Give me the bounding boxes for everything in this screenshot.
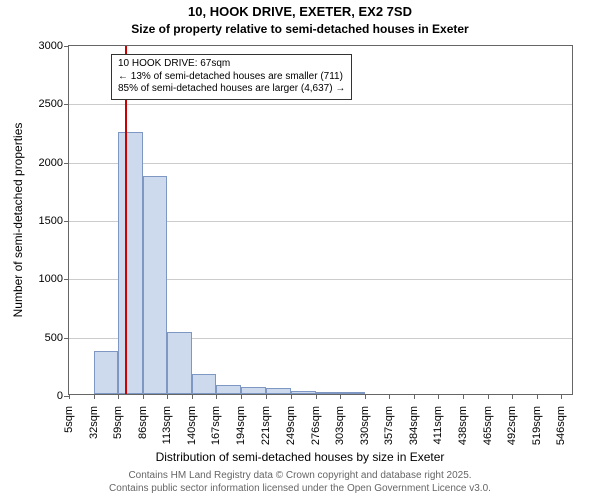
y-gridline: [69, 163, 572, 164]
x-tick-mark: [365, 394, 366, 399]
x-tick-mark: [414, 394, 415, 399]
histogram-bar: [241, 387, 266, 394]
histogram-bar: [316, 392, 341, 394]
chart-plot-area: 05001000150020002500300010 HOOK DRIVE: 6…: [68, 45, 573, 395]
x-tick-mark: [216, 394, 217, 399]
x-tick-label: 492sqm: [506, 406, 518, 445]
y-tick-mark: [64, 279, 69, 280]
x-tick-mark: [463, 394, 464, 399]
y-tick-mark: [64, 46, 69, 47]
histogram-bar: [340, 392, 365, 394]
x-tick-label: 59sqm: [112, 406, 124, 439]
x-tick-mark: [241, 394, 242, 399]
x-tick-label: 546sqm: [555, 406, 567, 445]
annotation-line: 10 HOOK DRIVE: 67sqm: [118, 58, 345, 71]
x-tick-label: 357sqm: [383, 406, 395, 445]
x-tick-label: 221sqm: [260, 406, 272, 445]
x-tick-mark: [69, 394, 70, 399]
x-tick-label: 465sqm: [482, 406, 494, 445]
histogram-bar: [118, 132, 143, 395]
chart-footer: Contains HM Land Registry data © Crown c…: [0, 470, 600, 495]
x-tick-label: 140sqm: [186, 406, 198, 445]
x-tick-mark: [340, 394, 341, 399]
x-tick-mark: [94, 394, 95, 399]
y-tick-label: 3000: [39, 40, 63, 52]
histogram-bar: [266, 388, 291, 394]
x-tick-mark: [316, 394, 317, 399]
x-tick-label: 303sqm: [334, 406, 346, 445]
x-tick-label: 5sqm: [63, 406, 75, 433]
x-tick-mark: [266, 394, 267, 399]
x-tick-label: 167sqm: [210, 406, 222, 445]
annotation-line: ← 13% of semi-detached houses are smalle…: [118, 71, 345, 84]
x-tick-mark: [561, 394, 562, 399]
histogram-bar: [94, 351, 119, 394]
y-tick-mark: [64, 221, 69, 222]
x-tick-mark: [488, 394, 489, 399]
chart-title-line1: 10, HOOK DRIVE, EXETER, EX2 7SD: [0, 4, 600, 19]
histogram-bar: [216, 385, 241, 394]
histogram-bar: [291, 391, 316, 395]
x-tick-label: 113sqm: [161, 406, 173, 444]
x-tick-label: 276sqm: [310, 406, 322, 445]
x-tick-mark: [192, 394, 193, 399]
y-tick-label: 1500: [39, 215, 63, 227]
y-axis-label: Number of semi-detached properties: [11, 123, 25, 318]
x-axis-label: Distribution of semi-detached houses by …: [0, 450, 600, 464]
x-tick-label: 249sqm: [285, 406, 297, 445]
x-tick-mark: [537, 394, 538, 399]
y-tick-label: 1000: [39, 273, 63, 285]
x-tick-label: 519sqm: [531, 406, 543, 445]
x-tick-mark: [389, 394, 390, 399]
annotation-line: 85% of semi-detached houses are larger (…: [118, 83, 345, 96]
histogram-bar: [167, 332, 192, 394]
y-gridline: [69, 104, 572, 105]
chart-title-line2: Size of property relative to semi-detach…: [0, 22, 600, 36]
y-tick-label: 500: [45, 332, 63, 344]
x-tick-mark: [143, 394, 144, 399]
x-tick-label: 32sqm: [88, 406, 100, 439]
footer-line: Contains HM Land Registry data © Crown c…: [0, 470, 600, 483]
y-tick-mark: [64, 163, 69, 164]
footer-line: Contains public sector information licen…: [0, 483, 600, 496]
y-tick-label: 2500: [39, 98, 63, 110]
y-tick-label: 2000: [39, 157, 63, 169]
x-tick-mark: [438, 394, 439, 399]
x-tick-label: 438sqm: [457, 406, 469, 445]
x-tick-label: 86sqm: [137, 406, 149, 439]
x-tick-label: 384sqm: [408, 406, 420, 445]
x-tick-mark: [118, 394, 119, 399]
x-tick-label: 411sqm: [432, 406, 444, 444]
x-tick-mark: [167, 394, 168, 399]
x-tick-label: 194sqm: [235, 406, 247, 445]
x-tick-mark: [512, 394, 513, 399]
y-tick-mark: [64, 338, 69, 339]
y-tick-label: 0: [57, 390, 63, 402]
x-tick-mark: [291, 394, 292, 399]
y-tick-mark: [64, 104, 69, 105]
x-tick-label: 330sqm: [359, 406, 371, 445]
annotation-box: 10 HOOK DRIVE: 67sqm← 13% of semi-detach…: [111, 54, 352, 100]
histogram-bar: [143, 176, 168, 394]
histogram-bar: [192, 374, 217, 394]
